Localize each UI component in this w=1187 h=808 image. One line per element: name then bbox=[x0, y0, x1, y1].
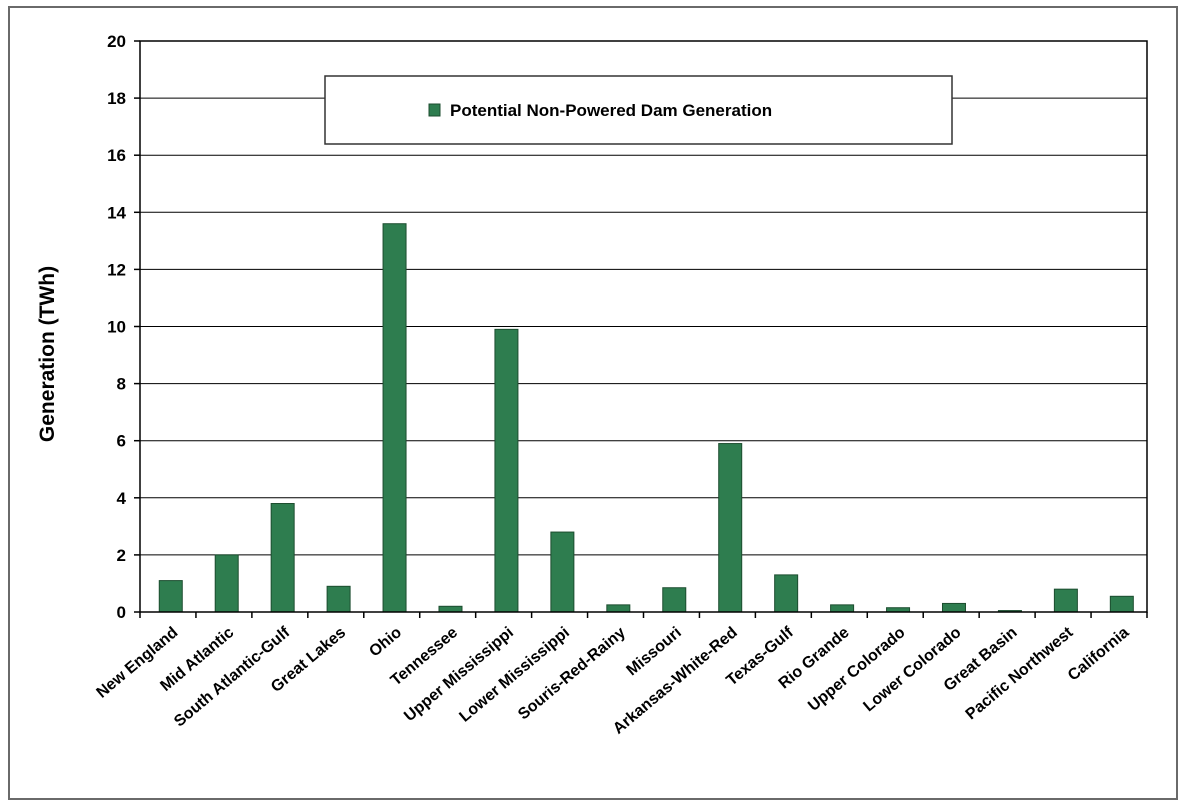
y-tick-label: 12 bbox=[107, 260, 126, 279]
bar bbox=[830, 604, 855, 613]
bar bbox=[326, 585, 351, 613]
y-tick-label: 18 bbox=[107, 89, 126, 108]
x-tick-label: California bbox=[1065, 624, 1133, 685]
y-axis-label: Generation (TWh) bbox=[36, 266, 59, 442]
bar bbox=[158, 580, 183, 613]
bar bbox=[774, 574, 799, 613]
y-tick-label: 14 bbox=[107, 203, 126, 222]
y-tick-label: 8 bbox=[117, 375, 126, 394]
x-tick-label: Souris-Red-Rainy bbox=[515, 624, 629, 723]
bar bbox=[550, 531, 575, 613]
x-tick-label: Lower Colorado bbox=[860, 624, 964, 715]
y-tick-label: 6 bbox=[117, 432, 126, 451]
bar bbox=[494, 328, 519, 613]
bar bbox=[438, 605, 463, 613]
legend: Potential Non-Powered Dam Generation bbox=[324, 75, 953, 145]
y-tick-label: 2 bbox=[117, 546, 126, 565]
x-tick-label: Ohio bbox=[366, 624, 405, 661]
legend-swatch bbox=[428, 103, 441, 117]
legend-label: Potential Non-Powered Dam Generation bbox=[450, 101, 772, 120]
bar bbox=[270, 503, 295, 613]
y-tick-label: 0 bbox=[117, 603, 126, 622]
chart-frame: 0 2 4 6 8 10 12 14 16 18 20 New England Mid Atlantic… bbox=[8, 6, 1178, 800]
bar bbox=[214, 554, 239, 613]
y-tick-label: 20 bbox=[107, 32, 126, 51]
x-tick-label: Pacific Northwest bbox=[963, 624, 1077, 724]
bar bbox=[718, 443, 743, 613]
bar bbox=[662, 587, 687, 613]
bar bbox=[941, 602, 966, 613]
bar bbox=[1109, 595, 1134, 613]
bar bbox=[382, 223, 407, 613]
x-tick-label: Upper Colorado bbox=[805, 624, 909, 715]
y-tick-label: 4 bbox=[117, 489, 127, 508]
bar bbox=[1053, 588, 1078, 613]
y-tick-label: 10 bbox=[107, 318, 126, 337]
bar bbox=[606, 604, 631, 613]
y-tick-label: 16 bbox=[107, 146, 126, 165]
bars bbox=[158, 223, 1134, 613]
